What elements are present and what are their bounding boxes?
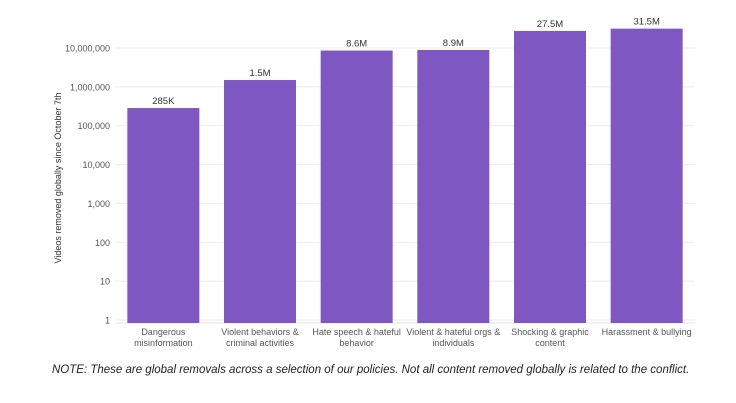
y-tick-label: 10,000 xyxy=(82,160,110,170)
y-tick-label: 1 xyxy=(105,316,110,326)
footnote: NOTE: These are global removals across a… xyxy=(52,364,690,376)
bar xyxy=(224,80,296,323)
x-tick-label-line: content xyxy=(535,338,565,348)
x-tick-label: Violent behaviors & criminal activities xyxy=(221,327,298,348)
x-tick-label-line: individuals xyxy=(432,338,475,348)
data-label: 1.5M xyxy=(249,68,270,79)
x-tick-label-line: behavior xyxy=(339,338,374,348)
x-tick-label-line: Violent & hateful orgs & xyxy=(406,327,500,337)
y-axis-label: Videos removed globally since October 7t… xyxy=(53,93,63,264)
y-tick-label: 1,000,000 xyxy=(70,82,110,92)
bar xyxy=(610,28,683,323)
y-tick-label: 10,000,000 xyxy=(65,44,110,54)
bars: 285K 1.5M 8.6M 8.9M 27.5M 31.5M xyxy=(127,17,683,324)
x-axis: Dangerous misinformation Violent behaviors… xyxy=(134,327,692,348)
x-tick-label-line: Hate speech & hateful xyxy=(312,327,401,337)
bar xyxy=(127,108,200,323)
data-label: 285K xyxy=(152,96,175,107)
bar xyxy=(417,49,490,324)
data-label: 31.5M xyxy=(633,17,659,28)
y-tick-label: 100 xyxy=(95,238,110,248)
y-tick-label: 100,000 xyxy=(77,121,110,131)
x-tick-label: Hate speech & hateful behavior xyxy=(312,327,401,348)
x-tick-label: Harassment & bullying xyxy=(602,327,692,337)
x-tick-label-line: Harassment & bullying xyxy=(602,327,692,337)
x-tick-label-line: Dangerous xyxy=(141,327,186,337)
y-tick-label: 10 xyxy=(100,277,110,287)
x-tick-label-line: criminal activities xyxy=(226,338,295,348)
data-label: 8.6M xyxy=(346,39,367,50)
x-tick-label-line: Shocking & graphic xyxy=(511,327,589,337)
x-tick-label-line: Violent behaviors & xyxy=(221,327,298,337)
x-tick-label-line: misinformation xyxy=(134,338,193,348)
bar xyxy=(320,50,393,324)
gridlines xyxy=(115,47,695,324)
x-tick-label: Dangerous misinformation xyxy=(134,327,193,348)
x-tick-label: Violent & hateful orgs & individuals xyxy=(406,327,500,348)
data-label: 8.9M xyxy=(443,38,464,49)
x-tick-label: Shocking & graphic content xyxy=(511,327,589,348)
bar-chart: 1 10 100 1,000 10,000 100,000 1,000,000 10,000,… xyxy=(53,17,695,348)
bar xyxy=(514,30,586,324)
y-tick-label: 1,000 xyxy=(87,199,110,209)
y-axis: 1 10 100 1,000 10,000 100,000 1,000,000 10,000,… xyxy=(65,44,110,326)
data-label: 27.5M xyxy=(537,19,563,30)
